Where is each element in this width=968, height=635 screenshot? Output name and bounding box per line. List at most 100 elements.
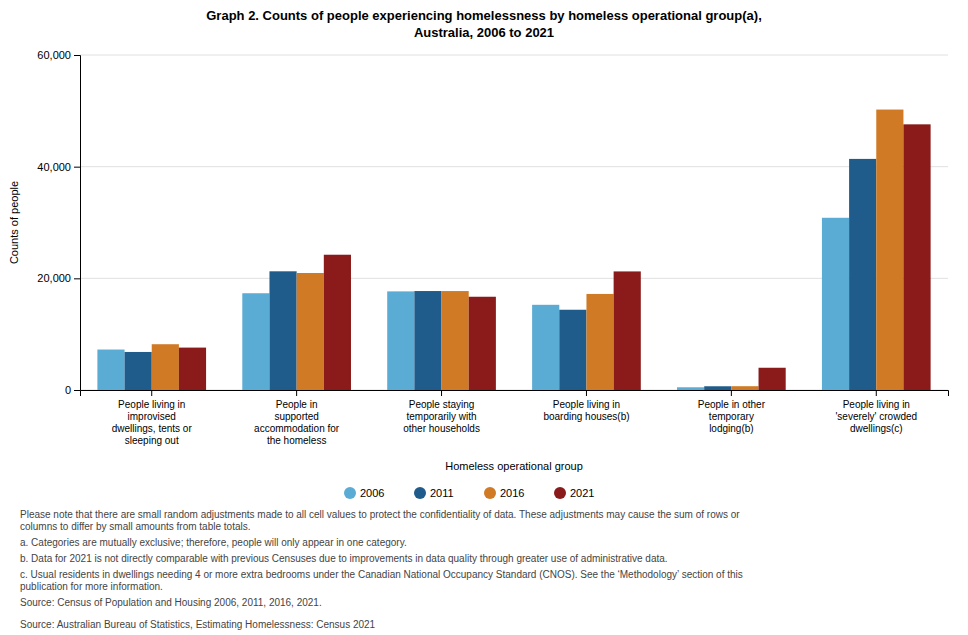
bar [242,293,269,390]
bar [414,291,441,390]
text-line: boarding houses(b) [543,411,629,422]
tick: 60,000 [37,49,80,61]
tick-label: 60,000 [37,49,71,61]
text-line: other households [403,423,480,434]
grid-line [80,55,948,56]
tick: 20,000 [37,272,80,284]
text-line: Australia, 2006 to 2021 [414,25,554,40]
tick-mark [74,390,80,391]
text-line: c. Usual residents in dwellings needing … [20,569,743,580]
tick-label: 20,000 [37,272,71,284]
text-line: a. Categories are mutually exclusive; th… [20,537,407,548]
y-axis-title: Counts of people [8,181,20,264]
bar [442,291,469,390]
tick-label: People living inboarding houses(b) [543,399,629,422]
text-line: lodging(b) [709,423,753,434]
bar [876,110,903,390]
tick-mark [74,167,80,168]
axis-line [74,56,81,391]
text-line: People staying [409,399,475,410]
bar [469,297,496,390]
bar [677,387,704,390]
bar [759,368,786,390]
text-line: Graph 2. Counts of people experiencing h… [206,8,762,23]
tick: People living inimproviseddwellings, ten… [112,390,193,446]
tick-label: People in othertemporarylodging(b) [698,399,766,434]
legend-label: 2006 [360,487,384,499]
tick: People living in'severely' crowdeddwelli… [835,390,917,434]
text-line: Please note that there are small random … [20,509,740,520]
legend: 2006 2011 2016 2021 [344,487,594,499]
tick-mark [731,390,732,396]
tick-label: People insupportedaccommodation forthe h… [254,399,340,446]
text-line: temporary [709,411,754,422]
legend-item: 2021 [554,487,594,499]
text-line: dwellings(c) [850,423,903,434]
legend-label: 2016 [500,487,524,499]
footnote: a. Categories are mutually exclusive; th… [20,537,407,548]
tick-mark [296,390,297,396]
legend-marker [414,487,426,499]
tick-mark [441,390,442,396]
tick-label: People living in'severely' crowdeddwelli… [835,399,917,434]
tick: 0 [65,384,80,396]
legend-label: 2011 [430,487,454,499]
bar-series [179,124,931,390]
tick-mark [151,390,152,396]
axis-line [81,391,949,397]
legend-item: 2006 [344,487,384,499]
bar [614,271,641,390]
footnote: c. Usual residents in dwellings needing … [20,569,743,592]
text-line: b. Data for 2021 is not directly compara… [20,553,668,564]
legend-marker [554,487,566,499]
tick-mark [74,55,80,56]
text-line: publication for more information. [20,581,163,592]
bar [822,218,849,390]
bar [269,271,296,390]
tick-mark [876,390,877,396]
text-line: People living in [118,399,185,410]
y-axis: 0 20,000 40,000 60,000 [37,49,80,396]
legend-marker [484,487,496,499]
legend-label: 2021 [570,487,594,499]
title: Graph 2. Counts of people experiencing h… [206,8,762,40]
bar [387,291,414,390]
text-line: 'severely' crowded [835,411,917,422]
bars [97,110,930,390]
x-axis: People living inimproviseddwellings, ten… [81,390,949,446]
tick: People living inboarding houses(b) [543,390,629,422]
chart: Graph 2. Counts of people experiencing h… [0,0,968,635]
footnote: Please note that there are small random … [20,509,740,532]
bar [324,255,351,390]
bar [152,344,179,390]
legend-marker [344,487,356,499]
bar-series [152,110,904,390]
text-line: Source: Census of Population and Housing… [20,597,322,608]
bar [731,386,758,390]
text-line: columns to differ by small amounts from … [20,521,250,532]
text-line: People living in [553,399,620,410]
text-line: supported [274,411,318,422]
tick-label: People living inimproviseddwellings, ten… [112,399,193,446]
tick-mark [74,278,80,279]
text-line: dwellings, tents or [112,423,193,434]
legend-item: 2016 [484,487,524,499]
text-line: Source: Australian Bureau of Statistics,… [20,619,376,630]
text-line: improvised [128,411,176,422]
tick-label: 0 [65,384,71,396]
bar-series [97,218,849,390]
tick: People insupportedaccommodation forthe h… [254,390,340,446]
text-line: People in other [698,399,766,410]
legend-item: 2011 [414,487,454,499]
grid-line [80,278,948,279]
x-axis-title: Homeless operational group [445,460,583,472]
bar [532,305,559,390]
text-line: the homeless [267,435,326,446]
tick-label: People stayingtemporarily withother hous… [403,399,480,434]
grid [80,55,948,390]
tick: People in othertemporarylodging(b) [698,390,766,434]
bar [903,124,930,390]
tick-label: 40,000 [37,161,71,173]
footnote: Source: Australian Bureau of Statistics,… [20,619,376,630]
bar [125,352,152,390]
